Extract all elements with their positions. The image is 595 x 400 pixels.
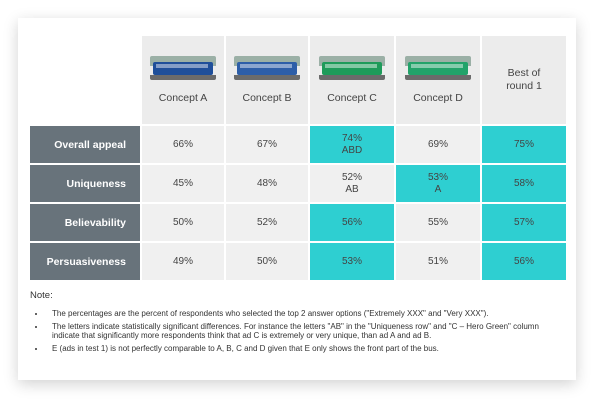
note-item: The letters indicate statistically signi… (46, 322, 560, 341)
cell-value: 67% (256, 138, 277, 150)
cell-value: 51% (427, 255, 448, 267)
column-header-label: Concept B (242, 92, 292, 104)
cell-value: 66% (172, 138, 193, 150)
table-cell: 53% A (396, 165, 480, 202)
cell-significance: A (434, 183, 442, 195)
column-header-best-of-round-1: Best of round 1 (482, 36, 566, 124)
table-cell: 49% (142, 243, 224, 280)
corner-cell (30, 36, 140, 124)
notes-section: Note: The percentages are the percent of… (30, 290, 560, 356)
cell-value: 53% (341, 255, 362, 267)
best-label-line1: Best of (507, 67, 541, 79)
table-cell: 52% AB (310, 165, 394, 202)
cell-value: 58% (513, 177, 534, 189)
results-table: Concept A Concept B Concept C Concept D … (30, 36, 566, 280)
table-cell: 56% (482, 243, 566, 280)
bus-ad-thumbnail (405, 56, 471, 80)
table-cell: 69% (396, 126, 480, 163)
table-cell: 56% (310, 204, 394, 241)
cell-value: 56% (341, 216, 362, 228)
table-cell: 57% (482, 204, 566, 241)
row-label-persuasiveness: Persuasiveness (30, 243, 140, 280)
note-item: E (ads in test 1) is not perfectly compa… (46, 344, 560, 354)
table-cell: 74% ABD (310, 126, 394, 163)
cell-value: 52% (341, 171, 362, 183)
column-header-concept-d: Concept D (396, 36, 480, 124)
cell-value: 49% (172, 255, 193, 267)
bus-ad-thumbnail (234, 56, 300, 80)
row-label-overall-appeal: Overall appeal (30, 126, 140, 163)
table-cell: 50% (142, 204, 224, 241)
cell-value: 69% (427, 138, 448, 150)
column-header-label: Concept C (327, 92, 377, 104)
bus-ad-thumbnail (319, 56, 385, 80)
notes-list: The percentages are the percent of respo… (30, 309, 560, 353)
cell-significance: AB (345, 183, 359, 195)
cell-value: 52% (256, 216, 277, 228)
column-header-concept-a: Concept A (142, 36, 224, 124)
notes-title: Note: (30, 290, 53, 301)
table-cell: 50% (226, 243, 308, 280)
table-cell: 55% (396, 204, 480, 241)
table-cell: 67% (226, 126, 308, 163)
table-cell: 52% (226, 204, 308, 241)
table-cell: 51% (396, 243, 480, 280)
best-label-line2: round 1 (506, 80, 542, 92)
cell-value: 45% (172, 177, 193, 189)
table-cell: 75% (482, 126, 566, 163)
table-cell: 58% (482, 165, 566, 202)
cell-value: 53% (427, 171, 448, 183)
cell-value: 50% (256, 255, 277, 267)
cell-value: 50% (172, 216, 193, 228)
cell-significance: ABD (341, 144, 363, 156)
cell-value: 48% (256, 177, 277, 189)
row-label-uniqueness: Uniqueness (30, 165, 140, 202)
column-header-label: Concept A (158, 92, 208, 104)
table-cell: 45% (142, 165, 224, 202)
column-header-concept-c: Concept C (310, 36, 394, 124)
cell-value: 74% (341, 132, 362, 144)
row-label-believability: Believability (30, 204, 140, 241)
cell-value: 55% (427, 216, 448, 228)
table-cell: 66% (142, 126, 224, 163)
cell-value: 75% (513, 138, 534, 150)
column-header-label: Concept D (413, 92, 463, 104)
note-item: The percentages are the percent of respo… (46, 309, 560, 319)
results-card: Concept A Concept B Concept C Concept D … (18, 18, 576, 380)
column-header-concept-b: Concept B (226, 36, 308, 124)
cell-value: 56% (513, 255, 534, 267)
table-cell: 53% (310, 243, 394, 280)
cell-value: 57% (513, 216, 534, 228)
table-cell: 48% (226, 165, 308, 202)
bus-ad-thumbnail (150, 56, 216, 80)
